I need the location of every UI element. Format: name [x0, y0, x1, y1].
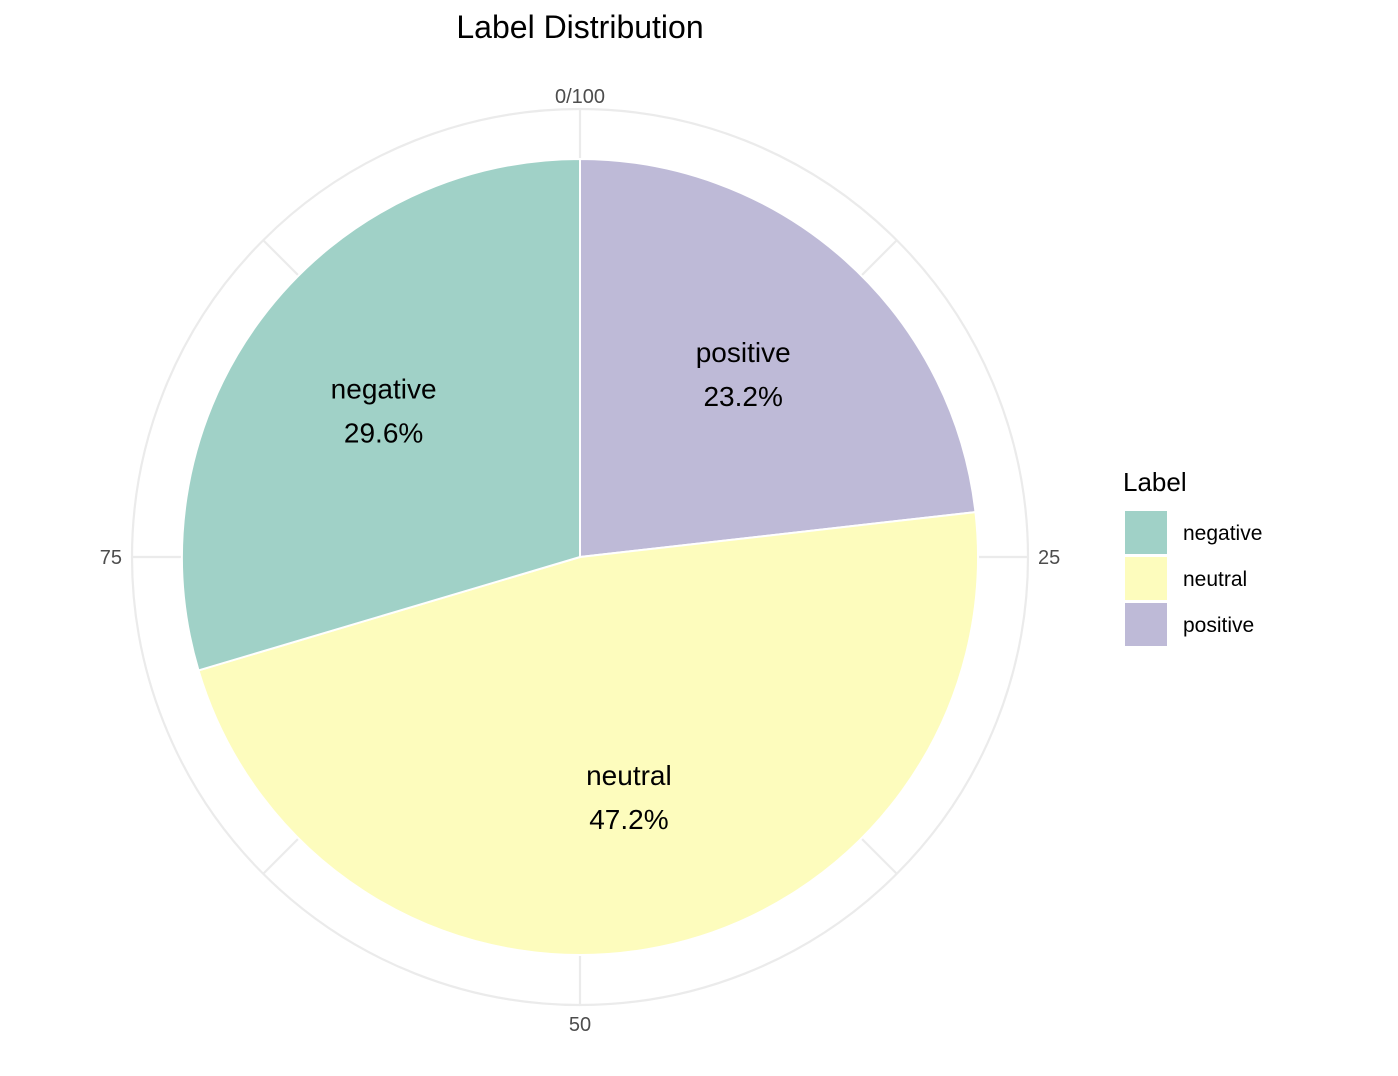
chart-title: Label Distribution [456, 9, 703, 45]
slice-label-positive: positive [696, 337, 791, 368]
slice-labels: positive 23.2% neutral 47.2% negative 29.6% [331, 337, 791, 835]
legend: Label negative neutral positive [1123, 467, 1262, 646]
legend-key-neutral [1125, 557, 1167, 600]
pie-slice-neutral [197, 510, 979, 956]
slice-label-negative: negative [331, 374, 437, 405]
angular-tick-labels: 0/100 25 50 75 [100, 86, 1061, 1036]
slice-value-negative: 29.6% [344, 418, 423, 449]
legend-key-negative [1125, 511, 1167, 554]
tick-label-50: 50 [569, 1014, 591, 1036]
legend-key-positive [1125, 603, 1167, 646]
legend-label-neutral: neutral [1183, 568, 1247, 591]
legend-title: Label [1123, 467, 1187, 497]
legend-label-positive: positive [1183, 614, 1254, 637]
legend-label-negative: negative [1183, 522, 1262, 545]
slice-value-positive: 23.2% [703, 381, 782, 412]
tick-label-75: 75 [100, 547, 122, 569]
pie-slice-negative [180, 157, 581, 672]
slice-label-neutral: neutral [586, 760, 672, 791]
pie-slice-positive [579, 157, 977, 559]
slice-value-neutral: 47.2% [589, 804, 668, 835]
tick-label-25: 25 [1038, 547, 1060, 569]
tick-label-0: 0/100 [555, 86, 605, 108]
pie-slices [180, 157, 979, 956]
